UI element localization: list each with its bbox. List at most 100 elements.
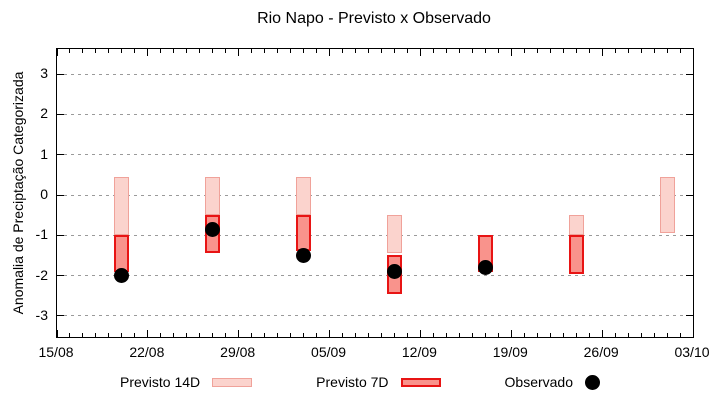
y-major-tick-left xyxy=(57,315,64,317)
x-minor-tick-bottom xyxy=(484,333,486,337)
observado-point xyxy=(477,260,493,276)
legend-item-observado: Observado xyxy=(505,374,600,390)
gridline-y3 xyxy=(57,73,693,75)
x-minor-tick-top xyxy=(588,49,590,53)
x-minor-tick-top xyxy=(199,49,201,53)
x-minor-tick-bottom xyxy=(588,333,590,337)
y-tick-label: 1 xyxy=(40,145,48,162)
x-minor-tick-top xyxy=(640,49,642,53)
x-tick-label: 19/09 xyxy=(492,344,528,360)
observado-point xyxy=(205,221,221,237)
x-major-tick-top xyxy=(419,49,421,56)
previsto-14d-swatch-icon xyxy=(212,377,253,387)
x-tick-label: 22/08 xyxy=(129,344,165,360)
gridline-y-1 xyxy=(57,234,693,236)
x-minor-tick-top xyxy=(251,49,253,53)
x-minor-tick-top xyxy=(653,49,655,53)
y-major-tick-left xyxy=(57,194,64,196)
gridline-y1 xyxy=(57,154,693,156)
x-minor-tick-top xyxy=(186,49,188,53)
x-major-tick-top xyxy=(56,49,58,56)
x-minor-tick-bottom xyxy=(173,333,175,337)
x-minor-tick-bottom xyxy=(134,333,136,337)
x-minor-tick-bottom xyxy=(666,333,668,337)
previsto-14d-bar xyxy=(296,176,312,216)
x-minor-tick-top xyxy=(82,49,84,53)
x-minor-tick-bottom xyxy=(497,333,499,337)
x-minor-tick-bottom xyxy=(523,333,525,337)
previsto-14d-bar xyxy=(114,176,130,236)
x-minor-tick-top xyxy=(536,49,538,53)
x-minor-tick-top xyxy=(679,49,681,53)
x-minor-tick-top xyxy=(342,49,344,53)
previsto-7d-bar xyxy=(114,235,130,272)
observado-point xyxy=(114,268,130,284)
previsto-7d-swatch-icon xyxy=(400,377,441,387)
x-major-tick-top xyxy=(329,49,331,56)
previsto-14d-bar xyxy=(568,215,584,236)
legend: Previsto 14D Previsto 7D Observado xyxy=(0,374,720,390)
y-tick-label: 2 xyxy=(40,105,48,122)
x-minor-tick-top xyxy=(497,49,499,53)
x-major-tick-bottom xyxy=(147,330,149,337)
y-major-tick-right xyxy=(686,194,693,196)
x-minor-tick-top xyxy=(562,49,564,53)
x-minor-tick-bottom xyxy=(342,333,344,337)
x-tick-label: 05/09 xyxy=(311,344,347,360)
x-major-tick-bottom xyxy=(329,330,331,337)
x-minor-tick-top xyxy=(393,49,395,53)
x-minor-tick-bottom xyxy=(199,333,201,337)
x-minor-tick-top xyxy=(316,49,318,53)
y-tick-label: -1 xyxy=(35,226,48,243)
x-minor-tick-top xyxy=(614,49,616,53)
y-tick-label: 0 xyxy=(40,186,48,202)
x-minor-tick-top xyxy=(355,49,357,53)
x-minor-tick-top xyxy=(173,49,175,53)
x-minor-tick-top xyxy=(484,49,486,53)
x-minor-tick-top xyxy=(277,49,279,53)
y-major-tick-left xyxy=(57,113,64,115)
y-major-tick-right xyxy=(686,73,693,75)
legend-label-previsto-14d: Previsto 14D xyxy=(120,374,201,390)
y-major-tick-left xyxy=(57,275,64,277)
plot-area xyxy=(56,48,694,338)
y-major-tick-left xyxy=(57,234,64,236)
x-minor-tick-top xyxy=(666,49,668,53)
x-major-tick-bottom xyxy=(419,330,421,337)
legend-label-observado: Observado xyxy=(504,374,573,390)
observado-point xyxy=(386,264,402,280)
x-minor-tick-bottom xyxy=(186,333,188,337)
x-minor-tick-bottom xyxy=(290,333,292,337)
y-major-tick-right xyxy=(686,234,693,236)
x-minor-tick-top xyxy=(445,49,447,53)
x-minor-tick-bottom xyxy=(316,333,318,337)
legend-item-previsto-14d: Previsto 14D xyxy=(120,374,253,390)
x-minor-tick-top xyxy=(303,49,305,53)
y-major-tick-right xyxy=(686,154,693,156)
x-minor-tick-top xyxy=(432,49,434,53)
y-major-tick-left xyxy=(57,154,64,156)
x-minor-tick-bottom xyxy=(277,333,279,337)
x-minor-tick-bottom xyxy=(264,333,266,337)
x-minor-tick-bottom xyxy=(82,333,84,337)
x-minor-tick-bottom xyxy=(614,333,616,337)
previsto-14d-bar xyxy=(205,176,221,216)
y-major-tick-right xyxy=(686,275,693,277)
previsto-7d-bar xyxy=(296,215,312,252)
x-major-tick-bottom xyxy=(238,330,240,337)
x-minor-tick-top xyxy=(627,49,629,53)
gridline-y-3 xyxy=(57,315,693,317)
x-minor-tick-top xyxy=(523,49,525,53)
x-minor-tick-top xyxy=(121,49,123,53)
x-tick-label: 12/09 xyxy=(401,344,437,360)
x-minor-tick-bottom xyxy=(368,333,369,337)
y-major-tick-right xyxy=(686,315,693,317)
x-minor-tick-bottom xyxy=(445,333,447,337)
x-minor-tick-top xyxy=(69,49,71,53)
x-minor-tick-bottom xyxy=(121,333,123,337)
x-minor-tick-top xyxy=(212,49,214,53)
x-minor-tick-bottom xyxy=(653,333,655,337)
gridline-y-2 xyxy=(57,275,693,277)
x-tick-label: 03/10 xyxy=(674,344,710,360)
x-minor-tick-bottom xyxy=(212,333,214,337)
